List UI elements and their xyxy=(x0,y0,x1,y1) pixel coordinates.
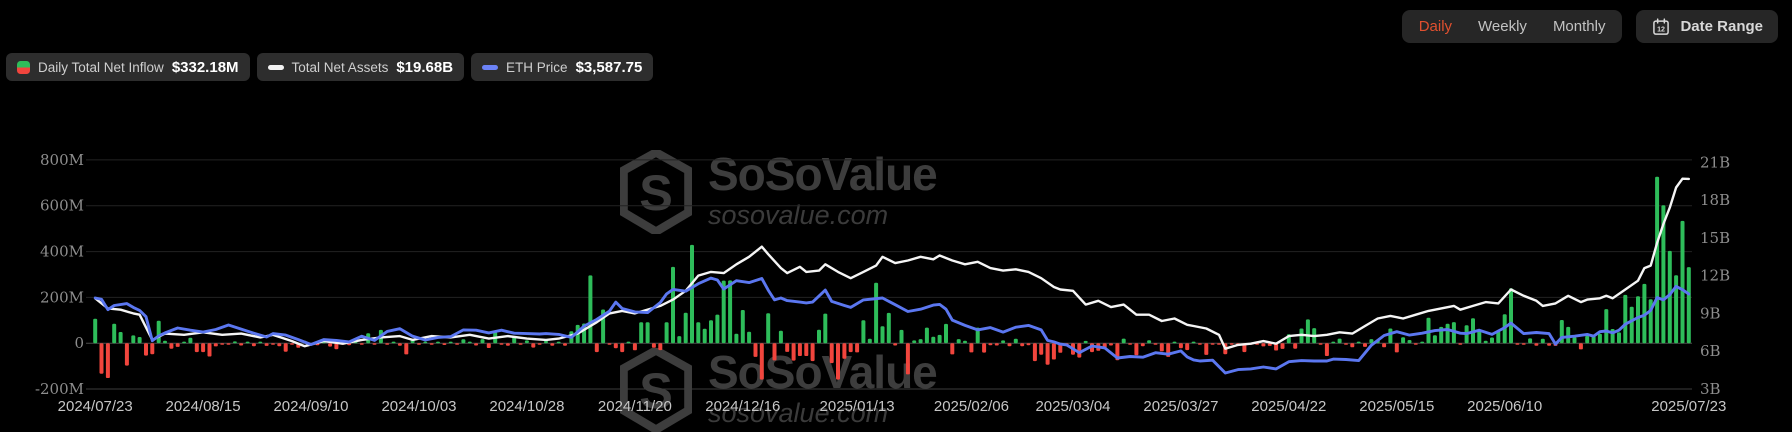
legend-label: ETH Price xyxy=(506,59,568,75)
svg-text:2024/10/28: 2024/10/28 xyxy=(489,398,564,415)
svg-text:2025/07/23: 2025/07/23 xyxy=(1651,398,1726,415)
svg-text:400M: 400M xyxy=(40,243,84,261)
date-range-label: Date Range xyxy=(1680,18,1763,35)
svg-text:200M: 200M xyxy=(40,288,84,306)
legend-value: $19.68B xyxy=(396,58,454,76)
etf-flow-chart-canvas[interactable]: 800M 600M 400M 200M 0 -200M 21B 18B 15B 12B 9B 6B 3B… xyxy=(0,0,1792,421)
svg-text:2025/02/06: 2025/02/06 xyxy=(934,398,1009,415)
legend-item-eth-price[interactable]: ETH Price $3,587.75 xyxy=(471,53,654,81)
svg-text:2024/10/03: 2024/10/03 xyxy=(381,398,456,415)
legend-item-daily-net-inflow[interactable]: Daily Total Net Inflow $332.18M xyxy=(6,53,250,81)
legend-value: $3,587.75 xyxy=(575,58,643,76)
svg-text:3B: 3B xyxy=(1700,380,1721,398)
svg-text:6B: 6B xyxy=(1700,342,1721,360)
svg-text:2024/09/10: 2024/09/10 xyxy=(273,398,348,415)
legend-label: Daily Total Net Inflow xyxy=(38,59,164,75)
date-range-button[interactable]: 12 Date Range xyxy=(1636,10,1778,43)
legend-value: $332.18M xyxy=(171,58,239,76)
svg-text:2025/04/22: 2025/04/22 xyxy=(1251,398,1326,415)
svg-text:18B: 18B xyxy=(1700,191,1730,209)
svg-text:12B: 12B xyxy=(1700,267,1730,285)
svg-text:21B: 21B xyxy=(1700,153,1730,171)
legend-item-total-net-assets[interactable]: Total Net Assets $19.68B xyxy=(256,53,465,81)
blue-dash-icon xyxy=(482,64,499,70)
svg-text:0: 0 xyxy=(74,334,84,352)
svg-text:2025/03/04: 2025/03/04 xyxy=(1035,398,1110,415)
tab-weekly[interactable]: Weekly xyxy=(1478,18,1527,35)
chart-period-controls: Daily Weekly Monthly 12 Date Range xyxy=(1401,10,1778,43)
chart-legend: Daily Total Net Inflow $332.18M Total Ne… xyxy=(6,53,654,81)
svg-text:600M: 600M xyxy=(40,197,84,215)
calendar-icon: 12 xyxy=(1653,17,1670,35)
inflow-bar-icon xyxy=(17,60,30,74)
svg-text:2025/05/15: 2025/05/15 xyxy=(1359,398,1434,415)
tab-daily[interactable]: Daily xyxy=(1418,18,1453,35)
svg-text:-200M: -200M xyxy=(35,380,84,398)
svg-text:2024/11/20: 2024/11/20 xyxy=(598,398,672,415)
svg-text:2025/03/27: 2025/03/27 xyxy=(1143,398,1218,415)
svg-text:800M: 800M xyxy=(40,151,84,169)
svg-text:2025/01/13: 2025/01/13 xyxy=(820,398,895,415)
svg-text:9B: 9B xyxy=(1700,304,1721,322)
svg-text:2024/07/23: 2024/07/23 xyxy=(58,398,133,415)
svg-text:2024/12/16: 2024/12/16 xyxy=(705,398,780,415)
svg-text:2024/08/15: 2024/08/15 xyxy=(166,398,241,415)
period-tab-group: Daily Weekly Monthly xyxy=(1401,10,1623,43)
svg-text:12: 12 xyxy=(1658,25,1666,33)
legend-label: Total Net Assets xyxy=(291,59,389,75)
svg-text:15B: 15B xyxy=(1700,229,1730,247)
tab-monthly[interactable]: Monthly xyxy=(1552,18,1606,35)
white-dash-icon xyxy=(267,64,284,70)
svg-text:2025/06/10: 2025/06/10 xyxy=(1467,398,1542,415)
